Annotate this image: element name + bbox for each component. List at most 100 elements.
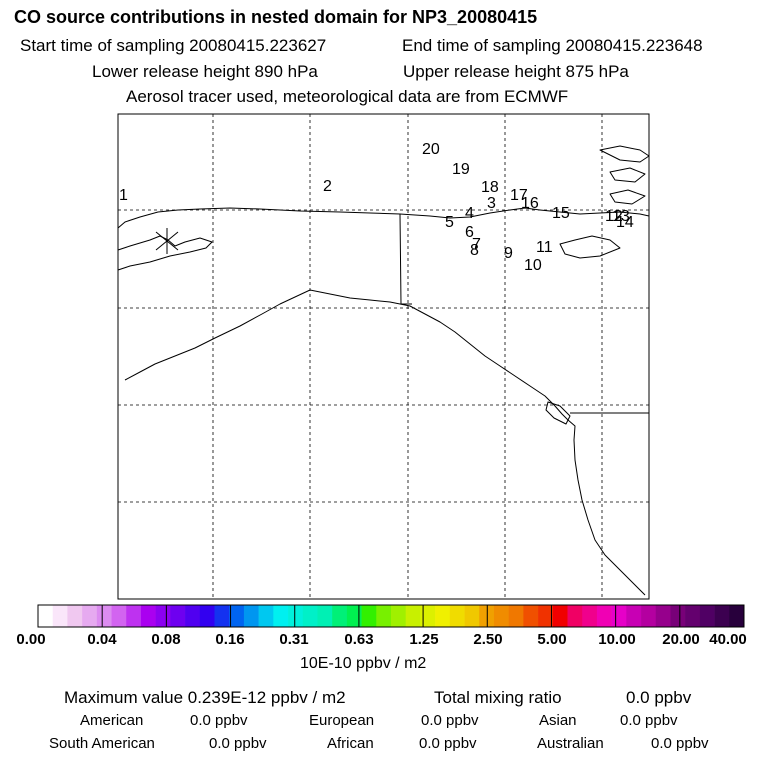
point-label-9: 9 xyxy=(504,245,513,262)
colorbar-cell xyxy=(317,605,333,627)
point-label-7: 7 xyxy=(472,236,481,253)
point-label-12: 12 xyxy=(605,208,623,225)
african-label: African xyxy=(327,735,374,752)
point-label-18: 18 xyxy=(481,179,499,196)
tracer-note: Aerosol tracer used, meteorological data… xyxy=(126,87,569,106)
colorbar-cell xyxy=(449,605,465,627)
point-label-5: 5 xyxy=(445,214,454,231)
european-value: 0.0 ppbv xyxy=(421,712,479,729)
point-label-6: 6 xyxy=(465,224,474,241)
colorbar-cell xyxy=(229,605,245,627)
colorbar-tick-label: 0.63 xyxy=(344,631,374,648)
arctic-island xyxy=(599,145,650,163)
colorbar-cell xyxy=(538,605,554,627)
american-value: 0.0 ppbv xyxy=(190,712,248,729)
colorbar xyxy=(38,605,745,627)
colorbar-cell xyxy=(126,605,142,627)
colorbar-tick-label: 0.31 xyxy=(279,631,309,648)
colorbar-cell xyxy=(552,605,568,627)
point-label-14: 14 xyxy=(616,214,634,231)
arctic-island xyxy=(559,235,621,259)
colorbar-cell xyxy=(508,605,524,627)
vancouver-island xyxy=(545,401,571,425)
arctic-island xyxy=(609,189,646,205)
colorbar-tick-label: 1.25 xyxy=(409,631,439,648)
colorbar-tick-label: 0.00 xyxy=(16,631,46,648)
point-label-16: 16 xyxy=(521,195,539,212)
australian-value: 0.0 ppbv xyxy=(651,735,709,752)
colorbar-cell xyxy=(214,605,230,627)
end-time: End time of sampling 20080415.223648 xyxy=(402,36,703,55)
colorbar-cell xyxy=(376,605,392,627)
colorbar-cell xyxy=(258,605,274,627)
arctic-coast xyxy=(117,207,650,229)
lower-release-height: Lower release height 890 hPa xyxy=(92,62,318,81)
colorbar-cell xyxy=(641,605,657,627)
alaska-canada-border xyxy=(399,213,412,305)
colorbar-cell xyxy=(288,605,304,627)
colorbar-cell xyxy=(435,605,451,627)
colorbar-tick-label: 0.16 xyxy=(215,631,245,648)
colorbar-cell xyxy=(302,605,318,627)
colorbar-cell xyxy=(479,605,495,627)
south-american-label: South American xyxy=(49,735,155,752)
max-value: Maximum value 0.239E-12 ppbv / m2 xyxy=(64,688,346,707)
point-label-1: 1 xyxy=(119,187,128,204)
colorbar-cell xyxy=(582,605,598,627)
colorbar-cell xyxy=(493,605,509,627)
sampling-marker xyxy=(155,228,179,254)
colorbar-tick-label: 5.00 xyxy=(537,631,567,648)
colorbar-cell xyxy=(170,605,186,627)
colorbar-cell xyxy=(729,605,745,627)
colorbar-cell xyxy=(52,605,68,627)
arctic-island xyxy=(609,167,646,183)
colorbar-cell xyxy=(567,605,583,627)
total-mixing-value: 0.0 ppbv xyxy=(626,688,692,707)
colorbar-tick-label: 10.00 xyxy=(598,631,636,648)
colorbar-cell xyxy=(199,605,215,627)
colorbar-cell xyxy=(155,605,171,627)
asian-label: Asian xyxy=(539,712,577,729)
asian-value: 0.0 ppbv xyxy=(620,712,678,729)
point-label-20: 20 xyxy=(422,141,440,158)
colorbar-cell xyxy=(111,605,127,627)
coastlines xyxy=(117,145,650,596)
point-label-3: 3 xyxy=(487,195,496,212)
african-value: 0.0 ppbv xyxy=(419,735,477,752)
point-label-11: 11 xyxy=(536,239,553,256)
colorbar-tick-label: 20.00 xyxy=(662,631,700,648)
colorbar-tick-label: 0.04 xyxy=(87,631,117,648)
colorbar-cell xyxy=(685,605,701,627)
total-mixing-label: Total mixing ratio xyxy=(434,688,562,707)
west-alaska-coast xyxy=(117,235,213,271)
colorbar-cell xyxy=(670,605,686,627)
point-label-13: 13 xyxy=(612,208,630,225)
colorbar-cell xyxy=(38,605,54,627)
colorbar-cell xyxy=(96,605,112,627)
colorbar-major-ticks xyxy=(101,605,681,627)
point-label-15: 15 xyxy=(552,205,570,222)
colorbar-tick-label: 0.08 xyxy=(151,631,181,648)
start-time: Start time of sampling 20080415.223627 xyxy=(20,36,327,55)
colorbar-cell xyxy=(464,605,480,627)
plot-title: CO source contributions in nested domain… xyxy=(14,7,538,27)
colorbar-cell xyxy=(243,605,259,627)
colorbar-cell xyxy=(391,605,407,627)
australian-label: Australian xyxy=(537,735,604,752)
colorbar-cell xyxy=(611,605,627,627)
grid-lines xyxy=(118,114,649,599)
point-labels: 1 2 3 4 5 6 7 8 9 10 11 12 13 14 15 16 1… xyxy=(119,141,634,274)
colorbar-cell xyxy=(273,605,289,627)
point-label-10: 10 xyxy=(524,257,542,274)
point-label-8: 8 xyxy=(470,242,479,259)
colorbar-cell xyxy=(420,605,436,627)
colorbar-cell xyxy=(140,605,156,627)
european-label: European xyxy=(309,712,375,729)
colorbar-cell xyxy=(626,605,642,627)
colorbar-tick-label: 40.00 xyxy=(709,631,747,648)
colorbar-cell xyxy=(332,605,348,627)
colorbar-tick-label: 2.50 xyxy=(473,631,503,648)
colorbar-cell xyxy=(67,605,83,627)
colorbar-cell xyxy=(699,605,715,627)
